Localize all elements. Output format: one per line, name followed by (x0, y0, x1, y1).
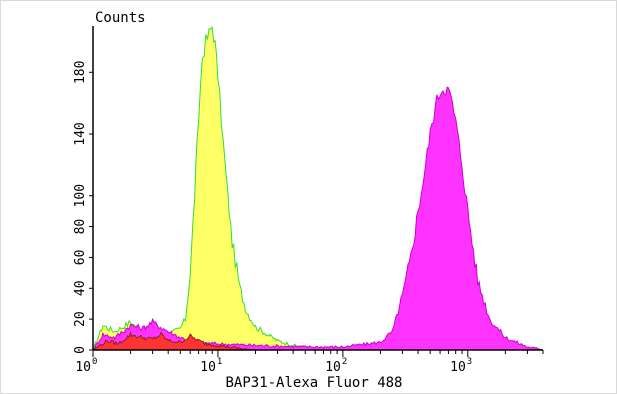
series-2-area (93, 332, 256, 350)
x-tick-label-exponent: 0 (92, 357, 97, 367)
x-axis-title: BAP31-Alexa Fluor 488 (225, 375, 402, 391)
y-tick-label: 40 (73, 280, 88, 296)
y-tick-label: 0 (73, 346, 88, 354)
series-1-area (93, 87, 543, 351)
series-0-area (93, 27, 343, 350)
x-tick-label: 10 2 (325, 357, 347, 375)
y-tick-label: 20 (73, 311, 88, 327)
x-tick-label-exponent: 3 (467, 357, 472, 367)
x-tick-label: 10 0 (75, 357, 97, 375)
x-tick-label: 10 3 (450, 357, 472, 375)
y-tick-label: 60 (73, 250, 88, 266)
y-tick-label: 80 (73, 219, 88, 235)
y-tick-label: 140 (73, 122, 88, 145)
series-1-outline (92, 86, 544, 351)
x-tick-label-exponent: 2 (342, 357, 347, 367)
series-0-outline (92, 25, 343, 351)
x-tick-label-base: 10 (450, 360, 466, 375)
y-axis-title: Counts (95, 10, 146, 26)
x-tick-label-base: 10 (325, 360, 341, 375)
x-tick-label-base: 10 (200, 360, 216, 375)
series-2-outline (92, 331, 256, 351)
y-tick-label: 100 (73, 184, 88, 207)
y-tick-label: 180 (73, 61, 88, 84)
x-tick-label-base: 10 (75, 360, 91, 375)
x-tick-label-exponent: 1 (217, 357, 222, 367)
series-layer (92, 25, 544, 351)
x-tick-label: 10 1 (200, 357, 222, 375)
